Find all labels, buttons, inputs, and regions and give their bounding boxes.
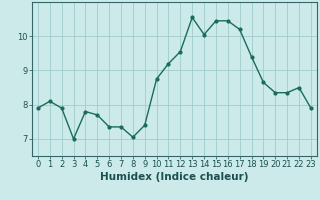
X-axis label: Humidex (Indice chaleur): Humidex (Indice chaleur)	[100, 172, 249, 182]
